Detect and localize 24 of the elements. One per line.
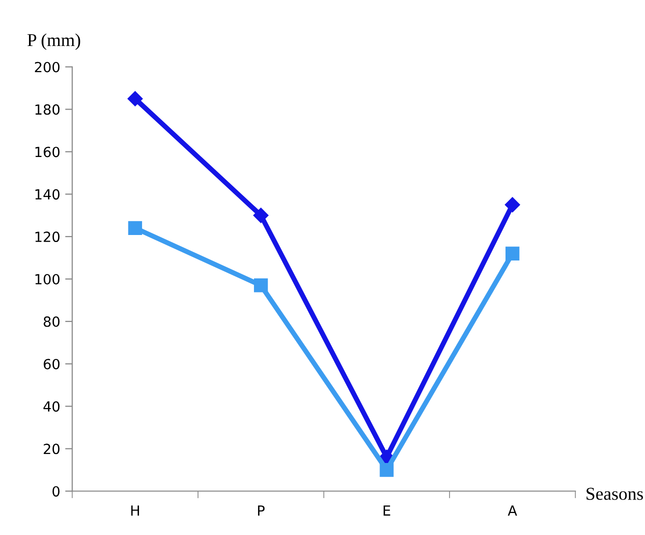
x-tick-label: A xyxy=(508,505,518,516)
y-tick-label: 200 xyxy=(34,62,60,72)
y-tick-label: 160 xyxy=(35,146,60,158)
x-tick-label: E xyxy=(384,505,390,516)
y-tick-label: 120 xyxy=(35,232,60,242)
y-tick-label: 40 xyxy=(43,401,60,412)
y-tick-label: 0 xyxy=(52,486,60,497)
y-tick-label: 100 xyxy=(35,274,60,284)
y-tick-label: 180 xyxy=(35,104,60,115)
point xyxy=(254,278,268,292)
y-tick-label: 20 xyxy=(44,444,60,454)
y-tick-label: 80 xyxy=(44,316,60,327)
point xyxy=(128,91,143,106)
y-axis-title: P (mm) xyxy=(27,34,80,50)
y-tick-label: 60 xyxy=(44,358,60,370)
x-tick-label: H xyxy=(131,505,139,516)
point xyxy=(504,197,520,212)
point xyxy=(380,462,394,477)
x-tick-label: P xyxy=(258,505,265,516)
y-tick-label: 140 xyxy=(35,189,60,200)
point xyxy=(253,208,268,223)
point xyxy=(128,221,142,236)
x-axis-title: Seasons xyxy=(586,488,643,500)
point xyxy=(506,246,520,260)
